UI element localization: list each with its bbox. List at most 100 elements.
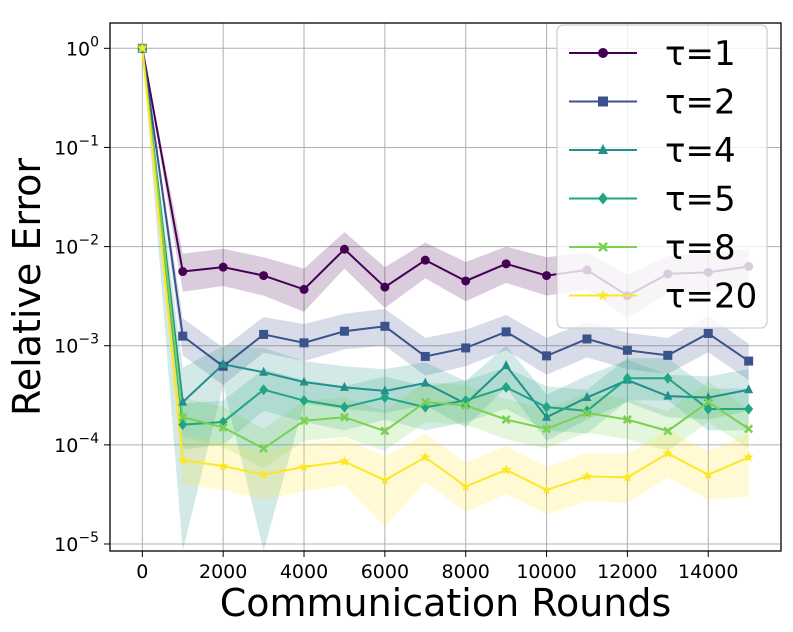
data-point: [663, 372, 673, 384]
x-tick-label: 0: [136, 561, 148, 583]
data-point: [420, 397, 430, 407]
data-point: [542, 401, 552, 413]
data-point: [218, 422, 228, 432]
data-point: [663, 350, 673, 360]
data-point: [218, 262, 228, 272]
grid: [110, 23, 781, 551]
data-point: [501, 415, 511, 425]
data-point: [744, 356, 754, 366]
y-tick-label: 10−5: [54, 530, 99, 556]
data-point: [178, 267, 188, 277]
y-axis-label: Relative Error: [5, 158, 49, 416]
data-point: [598, 48, 608, 58]
data-point: [622, 345, 632, 355]
data-point: [501, 259, 511, 269]
data-point: [380, 321, 390, 331]
series-lines: [141, 48, 750, 492]
data-point: [598, 242, 608, 252]
data-point: [598, 96, 608, 107]
legend-label: τ=20: [665, 277, 757, 317]
data-point: [582, 334, 592, 344]
data-point: [380, 392, 390, 404]
series-line: [141, 48, 749, 419]
data-point: [461, 343, 471, 353]
data-point: [744, 384, 754, 394]
data-point: [542, 424, 552, 434]
data-point: [663, 390, 673, 400]
legend-label: τ=5: [665, 180, 736, 220]
data-point: [299, 395, 309, 407]
data-point: [662, 447, 674, 458]
series-line: [141, 48, 750, 368]
x-tick-label: 4000: [280, 561, 328, 583]
data-point: [622, 372, 632, 384]
y-tick-label: 10−4: [54, 431, 99, 457]
data-point: [380, 426, 390, 436]
y-tick-label: 10−2: [54, 233, 99, 259]
data-point: [339, 401, 349, 413]
data-point: [703, 403, 713, 415]
data-point: [299, 338, 309, 348]
series-line: [141, 48, 750, 450]
data-point: [663, 426, 673, 436]
data-point: [598, 192, 608, 205]
data-point: [622, 471, 633, 482]
series-markers: [137, 42, 754, 495]
data-point: [137, 42, 148, 53]
data-point: [542, 351, 552, 361]
data-point: [420, 255, 430, 265]
data-point: [542, 271, 552, 281]
data-point: [339, 455, 350, 466]
data-point: [380, 282, 390, 292]
data-point: [420, 351, 430, 361]
data-point: [622, 415, 632, 425]
data-point: [460, 481, 471, 491]
data-point: [259, 329, 269, 339]
data-point: [217, 460, 229, 471]
data-point: [258, 469, 269, 480]
series-line: [141, 48, 750, 492]
data-point: [581, 470, 593, 481]
data-point: [743, 451, 754, 462]
data-point: [542, 411, 552, 421]
data-point: [379, 474, 391, 485]
data-point: [299, 416, 309, 426]
axis-ticks: 0 2000 4000 6000 8000 10000 12000 14000 100 10−1 1…: [54, 34, 738, 583]
data-point: [259, 384, 269, 396]
data-point: [420, 377, 430, 387]
data-point: [299, 376, 309, 386]
legend: τ=1 τ=2 τ=4 τ=5 τ=8 τ=20: [556, 24, 768, 329]
x-tick-label: 14000: [678, 561, 738, 583]
confidence-band: [142, 48, 749, 552]
confidence-band: [142, 48, 749, 469]
data-point: [339, 412, 349, 422]
data-point: [178, 331, 188, 341]
data-point: [598, 144, 608, 154]
x-axis-label: Communication Rounds: [220, 581, 672, 625]
legend-label: τ=2: [665, 83, 736, 123]
x-tick-label: 6000: [361, 561, 409, 583]
data-point: [298, 461, 310, 472]
data-point: [461, 400, 471, 410]
data-point: [582, 392, 592, 402]
confidence-band: [142, 48, 749, 527]
data-point: [177, 454, 188, 465]
y-tick-label: 10−3: [54, 332, 99, 358]
data-point: [178, 419, 188, 431]
x-tick-label: 10000: [516, 561, 576, 583]
x-tick-label: 12000: [597, 561, 657, 583]
confidence-band: [142, 48, 749, 450]
data-point: [500, 464, 512, 475]
data-point: [259, 271, 269, 281]
data-point: [501, 360, 511, 370]
data-point: [259, 443, 269, 453]
data-point: [744, 403, 754, 415]
x-tick-label: 8000: [442, 561, 490, 583]
data-point: [582, 408, 592, 418]
data-point: [597, 289, 609, 301]
data-point: [703, 397, 713, 407]
x-tick-label: 2000: [199, 561, 247, 583]
legend-label: τ=1: [665, 34, 736, 74]
data-point: [339, 381, 349, 391]
